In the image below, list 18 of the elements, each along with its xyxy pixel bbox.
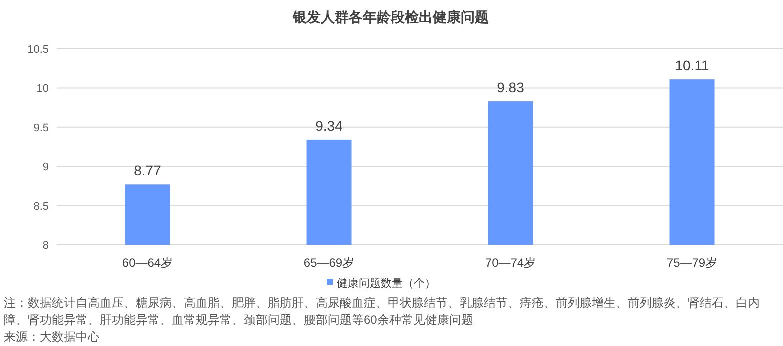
data-label: 10.11: [675, 58, 710, 74]
text: 注：数据统计自高血压、糖尿病、高血脂、肥胖、脂肪肝、高尿酸血症、甲状腺结节、乳腺结节、痔疮、前列腺增生、前列腺炎、肾结石、白内障、肾功能异常、肝功能异常、血常规异常、颈部问题、腰部问题等60余种常见健康问题: [4, 295, 761, 329]
y-tick-label: 8.5: [34, 200, 49, 213]
data-label: 9.34: [316, 118, 344, 134]
x-tick-label: 65—69岁: [304, 256, 355, 270]
data-label: 9.83: [497, 80, 525, 96]
x-tick-label: 75—79岁: [666, 256, 718, 270]
y-tick-label: 9.5: [34, 122, 49, 134]
legend-label: 健康问题数量（个）: [337, 277, 436, 290]
x-tick-label: 60—64岁: [122, 256, 174, 270]
y-tick-label: 9: [42, 162, 49, 174]
y-tick-label: 10: [36, 83, 49, 96]
x-tick-label: 70—74岁: [485, 256, 536, 270]
y-tick-label: 10.5: [28, 44, 49, 56]
chart-title: 银发人群各年龄段检出健康问题: [292, 9, 489, 25]
y-tick-label: 8: [42, 240, 49, 252]
data-label: 8.77: [134, 162, 162, 179]
source-note: 来源：大数据中心: [4, 329, 101, 346]
